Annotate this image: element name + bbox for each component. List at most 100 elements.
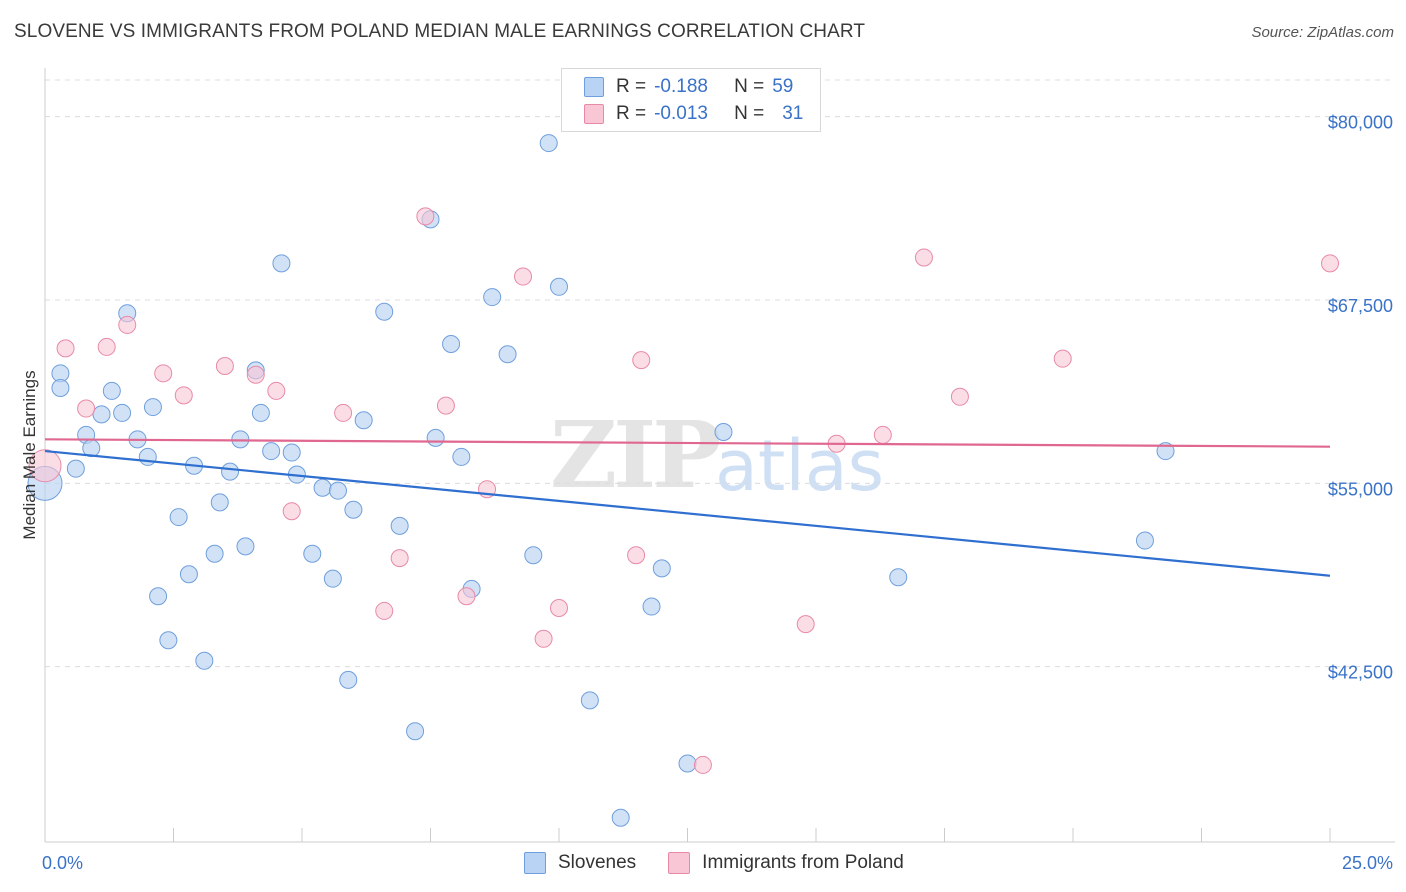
slovene-point <box>323 569 342 588</box>
poland-point <box>632 351 651 370</box>
slovene-point <box>303 544 322 563</box>
legend-r-value-slovenes: -0.188 <box>654 76 708 97</box>
x-tick-label-max: 25.0% <box>1342 853 1393 873</box>
slovenes-trend-line <box>44 449 1331 577</box>
slovene-point <box>221 462 240 481</box>
slovene-point <box>251 403 270 422</box>
series-legend-poland[interactable]: Immigrants from Poland <box>668 852 904 874</box>
slovene-point <box>375 302 394 321</box>
y-tick-label: $42,500 <box>1328 663 1393 683</box>
poland-point <box>416 207 435 226</box>
y-axis-label: Median Male Earnings <box>20 370 39 539</box>
slovene-point <box>611 808 630 827</box>
poland-point <box>796 615 815 634</box>
slovene-point <box>642 597 661 616</box>
watermark-atlas: atlas <box>715 425 884 507</box>
series-legend: Slovenes Immigrants from Poland <box>524 852 936 874</box>
poland-point <box>390 549 409 568</box>
slovene-point <box>524 546 543 565</box>
source-credit: Source: ZipAtlas.com <box>1251 24 1394 41</box>
poland-point <box>174 386 193 405</box>
poland-point <box>693 755 712 774</box>
slovene-point <box>210 493 229 512</box>
legend-row-poland: R = -0.013 N = 31 <box>584 102 803 126</box>
poland-point <box>56 339 75 358</box>
slovene-point <box>236 537 255 556</box>
poland-points <box>28 207 1339 774</box>
slovene-point <box>483 288 502 307</box>
slovene-point <box>539 134 558 153</box>
slovene-point <box>138 447 157 466</box>
poland-point <box>77 399 96 418</box>
legend-r-value-poland: -0.013 <box>654 103 708 124</box>
legend-swatch-slovenes <box>584 77 604 97</box>
legend-n-value-slovenes: 59 <box>772 76 794 97</box>
slovene-point <box>159 631 178 650</box>
poland-point <box>534 629 553 648</box>
slovene-point <box>678 754 697 773</box>
slovene-point <box>339 670 358 689</box>
poland-point <box>1321 254 1339 273</box>
poland-point <box>246 365 265 384</box>
slovene-point <box>51 379 70 397</box>
slovene-point <box>498 345 517 364</box>
slovene-point <box>113 403 132 422</box>
y-tick-label: $55,000 <box>1328 479 1393 499</box>
series-swatch-slovenes <box>524 852 546 874</box>
trend-lines <box>44 438 1331 577</box>
slovene-point <box>205 544 224 563</box>
tick-labels: $42,500 $55,000 $67,500 $80,000 0.0% 25.0% <box>42 113 1393 873</box>
x-tick-label-min: 0.0% <box>42 853 83 873</box>
slovene-point <box>889 568 908 587</box>
series-label-slovenes: Slovenes <box>558 852 637 873</box>
slovene-point <box>1135 531 1154 550</box>
poland-point <box>28 449 62 483</box>
poland-point <box>436 396 455 415</box>
legend-swatch-poland <box>584 104 604 124</box>
slovene-point <box>169 508 188 527</box>
legend-n-label: N = <box>734 76 765 97</box>
poland-point <box>118 315 137 334</box>
slovene-point <box>550 277 568 296</box>
poland-point <box>1053 349 1072 368</box>
slovene-point <box>282 443 301 462</box>
poland-trend-line <box>44 438 1331 448</box>
legend-row-slovenes: R = -0.188 N = 59 <box>584 75 793 99</box>
watermark-zip: ZIP <box>550 401 719 509</box>
y-tick-label: $80,000 <box>1328 113 1393 133</box>
legend-n-label: N = <box>734 103 765 124</box>
slovene-point <box>92 405 111 424</box>
slovene-point <box>406 722 425 741</box>
poland-point <box>97 337 116 356</box>
slovene-point <box>272 254 291 273</box>
poland-point <box>334 403 353 422</box>
series-legend-slovenes[interactable]: Slovenes <box>524 852 636 874</box>
slovene-point <box>452 447 471 466</box>
poland-point <box>457 587 476 606</box>
poland-point <box>914 248 933 267</box>
poland-point <box>627 546 646 565</box>
slovene-point <box>390 516 409 535</box>
slovene-point <box>313 478 332 497</box>
series-label-poland: Immigrants from Poland <box>702 852 904 873</box>
series-swatch-poland <box>668 852 691 874</box>
legend-n-value-poland: 31 <box>782 103 804 124</box>
poland-point <box>550 599 568 617</box>
slovene-point <box>714 423 733 441</box>
slovene-point <box>426 428 445 447</box>
legend-r-label: R = <box>616 76 647 97</box>
slovene-point <box>344 500 363 519</box>
poland-point <box>375 601 394 620</box>
slovene-point <box>580 691 599 710</box>
y-tick-label: $67,500 <box>1328 296 1393 316</box>
slovene-point <box>66 459 85 478</box>
legend-r-label: R = <box>616 103 647 124</box>
slovene-point <box>195 651 214 670</box>
slovene-point <box>354 411 373 430</box>
poland-point <box>282 502 301 521</box>
slovene-point <box>102 381 121 400</box>
slovene-point <box>143 398 162 417</box>
poland-point <box>873 425 892 444</box>
slovene-point <box>149 587 168 606</box>
